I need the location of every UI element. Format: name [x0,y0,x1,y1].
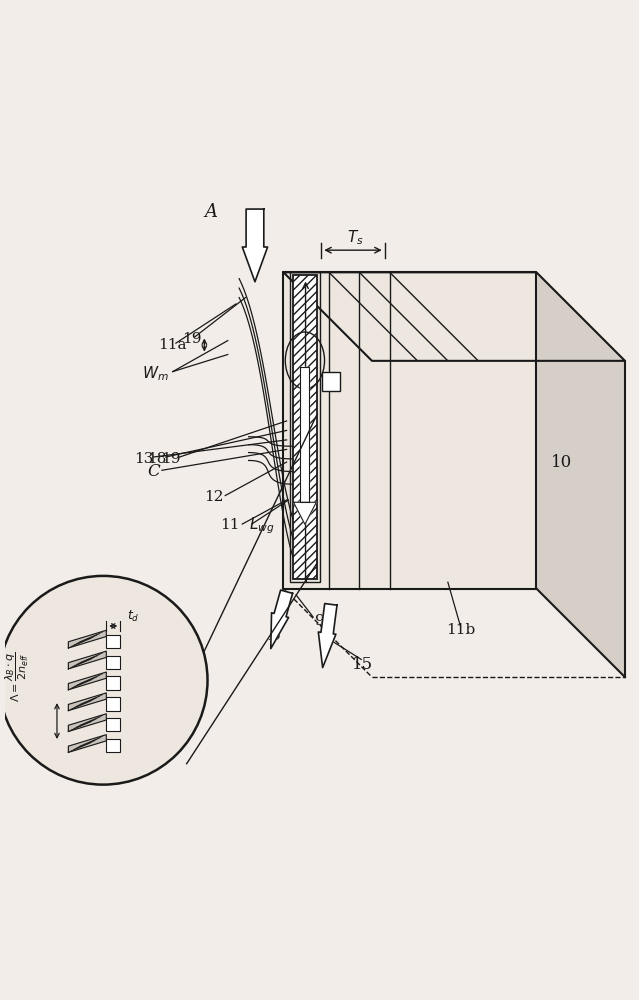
Text: 15: 15 [352,656,373,673]
Polygon shape [284,272,625,361]
Text: $t_d$: $t_d$ [127,609,139,624]
Polygon shape [68,672,106,690]
Text: 9$l$: 9$l$ [314,612,330,628]
Text: 19: 19 [182,332,201,346]
Polygon shape [242,209,268,282]
Polygon shape [68,714,106,731]
Bar [106,635,120,648]
Bar [289,272,320,582]
Polygon shape [68,651,106,669]
Polygon shape [293,502,316,524]
Text: C: C [148,463,160,480]
Circle shape [0,576,208,785]
Text: 11b: 11b [446,623,475,637]
Polygon shape [271,590,293,649]
Bar [293,275,317,579]
Text: B: B [268,627,280,644]
Bar [106,697,120,711]
Bar [106,676,120,690]
Polygon shape [68,693,106,711]
Text: 13: 13 [134,452,154,466]
Text: $T_s$: $T_s$ [346,228,363,247]
Polygon shape [68,735,106,752]
Text: $W_m$: $W_m$ [142,364,168,383]
Bar [106,656,120,669]
Polygon shape [284,272,536,589]
Polygon shape [68,630,106,648]
Text: 12: 12 [204,490,223,504]
Bar [322,372,340,391]
Text: 11a: 11a [158,338,187,352]
Text: A: A [204,203,217,221]
Text: 10: 10 [551,454,573,471]
Polygon shape [318,604,337,668]
Text: $L_{wg}$: $L_{wg}$ [249,515,274,536]
Polygon shape [300,367,309,502]
Text: 11: 11 [220,518,239,532]
Text: 18: 18 [147,452,166,466]
Text: 19: 19 [161,452,180,466]
Bar [106,718,120,731]
Bar [106,739,120,752]
Text: $\Lambda = \dfrac{\lambda_B \cdot q}{2n_{eff}}$: $\Lambda = \dfrac{\lambda_B \cdot q}{2n_… [4,652,31,702]
Polygon shape [536,272,625,677]
